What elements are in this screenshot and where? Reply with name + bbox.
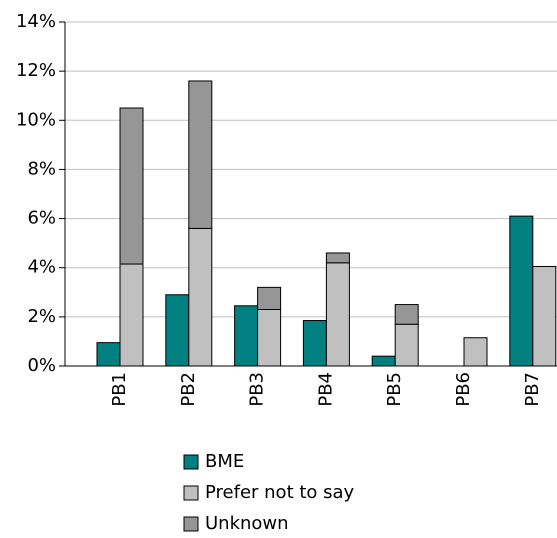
legend-swatch — [183, 516, 199, 532]
x-tick-label: PB7 — [522, 372, 543, 407]
y-tick-label: 10% — [16, 109, 56, 130]
x-tick-label: PB4 — [315, 372, 336, 407]
y-tick-label: 6% — [27, 208, 56, 229]
legend-swatch — [183, 454, 199, 470]
bar — [302, 320, 327, 367]
bar — [257, 308, 282, 367]
x-tick-label: PB2 — [178, 372, 199, 407]
bar — [119, 107, 144, 265]
bar — [234, 305, 259, 367]
y-tick-label: 2% — [27, 306, 56, 327]
y-tick-label: 8% — [27, 158, 56, 179]
bar — [325, 252, 350, 264]
bar — [325, 262, 350, 367]
bar — [119, 263, 144, 367]
legend-swatch — [183, 485, 199, 501]
legend-label: Prefer not to say — [205, 482, 355, 503]
x-tick-label: PB1 — [109, 372, 130, 407]
y-tick-label: 0% — [27, 355, 56, 376]
x-tick-label: PB6 — [453, 372, 474, 407]
bar — [188, 80, 213, 229]
y-tick-label: 12% — [16, 60, 56, 81]
bar — [165, 294, 190, 367]
bar — [188, 227, 213, 367]
bar — [532, 265, 557, 367]
y-tick-label: 14% — [16, 11, 56, 32]
legend-label: Unknown — [205, 513, 289, 534]
x-tick-label: PB5 — [384, 372, 405, 407]
bar — [371, 355, 396, 367]
bar — [257, 286, 282, 310]
y-tick-label: 4% — [27, 257, 56, 278]
bar — [394, 304, 419, 325]
bar — [509, 215, 534, 367]
bar — [96, 342, 121, 367]
bar — [394, 323, 419, 367]
x-tick-label: PB3 — [247, 372, 268, 407]
bar — [463, 337, 488, 367]
legend-label: BME — [205, 451, 244, 472]
